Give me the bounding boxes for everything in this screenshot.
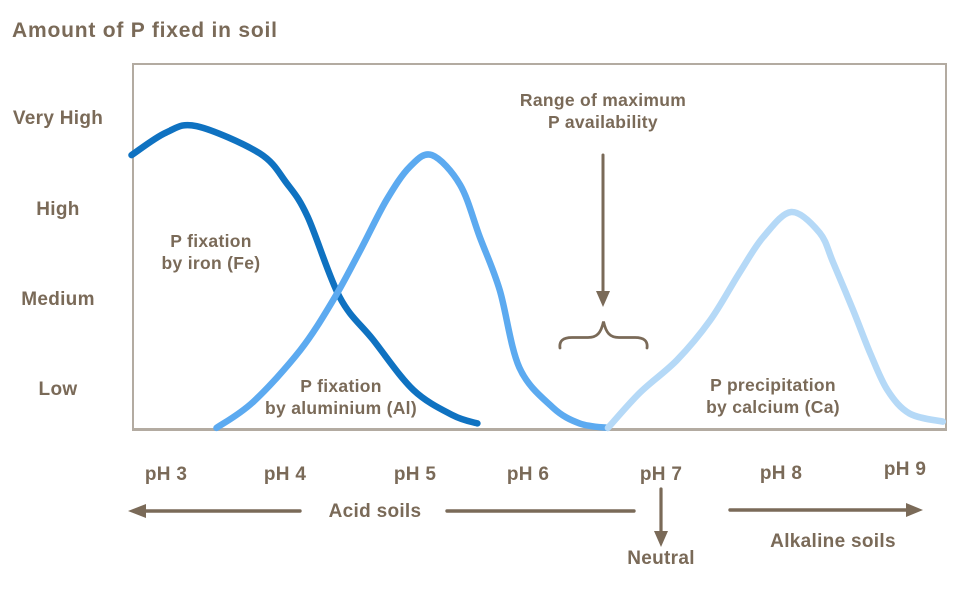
range-max-label: Range of maximum P availability	[519, 90, 687, 132]
al-curve-label: P fixation by aluminium (Al)	[265, 376, 417, 418]
x-tick-ph4: pH 4	[263, 464, 307, 485]
y-axis-label-low: Low	[38, 379, 78, 400]
y-axis-label-medium: Medium	[21, 289, 95, 310]
alkaline-soils-arrow	[728, 503, 923, 517]
acid-soils-label: Acid soils	[328, 501, 422, 522]
x-tick-ph8: pH 8	[759, 463, 803, 484]
y-axis-label-high: High	[36, 199, 80, 220]
chart-title: Amount of P fixed in soil	[12, 19, 278, 42]
neutral-arrow	[654, 487, 668, 547]
ca-curve-label: P precipitation by calcium (Ca)	[706, 375, 840, 417]
x-tick-ph6: pH 6	[506, 464, 550, 485]
fe-curve-label: P fixation by iron (Fe)	[161, 231, 261, 273]
x-tick-ph9: pH 9	[883, 459, 927, 480]
y-axis-label-very-high: Very High	[12, 108, 104, 129]
alkaline-soils-label: Alkaline soils	[770, 531, 896, 552]
x-tick-ph5: pH 5	[393, 464, 437, 485]
neutral-label: Neutral	[627, 548, 695, 569]
x-tick-ph7: pH 7	[639, 464, 683, 485]
x-tick-ph3: pH 3	[144, 464, 188, 485]
